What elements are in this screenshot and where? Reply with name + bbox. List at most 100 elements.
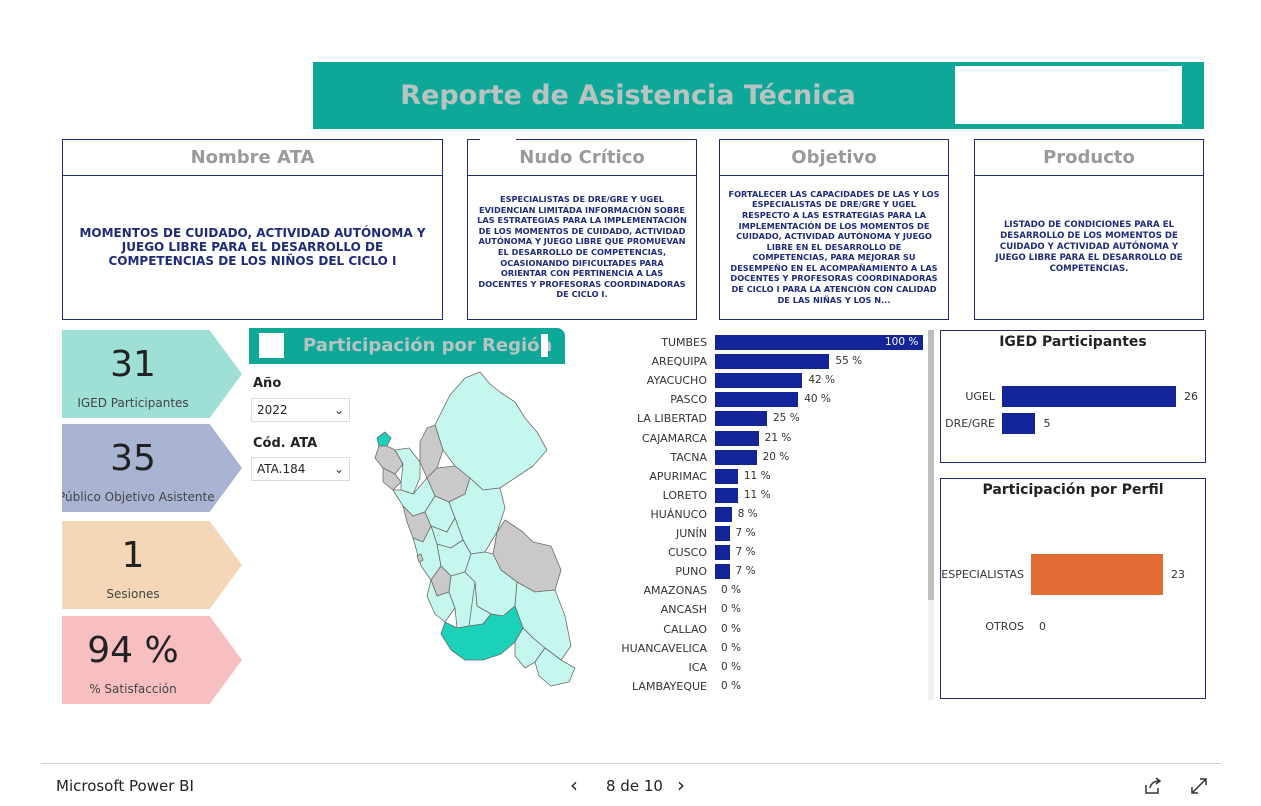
region-tacna[interactable]	[534, 647, 576, 687]
kpi-label: Sesiones	[106, 587, 160, 601]
region-bar-label: AYACUCHO	[646, 374, 707, 388]
year-filter-label: Año	[253, 376, 282, 391]
region-bar-row[interactable]: CALLAO 0 %	[600, 620, 930, 639]
kpi-satisfaccion: 94 % % Satisfacción	[62, 616, 242, 704]
region-bar[interactable]	[715, 487, 738, 503]
region-bar-value: 0 %	[721, 584, 741, 597]
region-bar-value: 11 %	[743, 469, 771, 482]
region-bar-label: TUMBES	[661, 336, 707, 349]
region-bar-row[interactable]: ANCASH 0 %	[600, 600, 930, 619]
region-bar-row[interactable]: TUMBES 100 %	[600, 333, 930, 352]
region-bar-label: TACNA	[670, 450, 707, 464]
page-title: Reporte de Asistencia Técnica	[400, 80, 856, 111]
ata-filter-label: Cód. ATA	[253, 436, 318, 451]
panel-title: IGED Participantes	[999, 334, 1147, 350]
region-bar[interactable]	[715, 373, 803, 389]
region-bar-row[interactable]: TACNA 20 %	[600, 448, 930, 467]
region-bar-value: 7 %	[735, 527, 756, 539]
bar-value: 23	[1171, 567, 1185, 581]
region-bar-row[interactable]: CAJAMARCA 21 %	[600, 429, 930, 448]
bar-label: DRE/GRE	[945, 416, 995, 430]
region-bar-label: HUÁNUCO	[650, 507, 707, 521]
region-bar-label: AMAZONAS	[643, 584, 707, 598]
region-bar-row[interactable]: LORETO 11 %	[600, 486, 930, 505]
region-bar-row[interactable]: HUANCAVELICA 0 %	[600, 639, 930, 658]
region-bar[interactable]	[715, 449, 757, 465]
region-bar[interactable]	[715, 506, 732, 522]
region-bar[interactable]	[715, 354, 830, 370]
region-bar-row[interactable]: LA LIBERTAD 25 %	[600, 409, 930, 428]
region-bar-chart: TUMBES 100 % AREQUIPA 55 % AYACUCHO 42 % PASCO…	[600, 333, 930, 698]
powerbi-brand-link[interactable]: Microsoft Power BI	[56, 777, 194, 795]
region-bar-value: 11 %	[743, 488, 771, 501]
region-bar-row[interactable]: AREQUIPA 55 %	[600, 352, 930, 371]
region-bar-row[interactable]: HUÁNUCO 8 %	[600, 505, 930, 524]
perfil-panel: Participación por Perfil ESPECIALISTAS 23…	[940, 478, 1206, 699]
region-bar[interactable]	[715, 564, 730, 580]
banner-logo-placeholder	[955, 66, 1182, 124]
bar[interactable]	[1002, 413, 1036, 434]
region-bar-value: 21 %	[764, 431, 792, 444]
card-title: Nudo Crítico	[468, 140, 696, 176]
region-bar-row[interactable]: PASCO 40 %	[600, 390, 930, 409]
region-bar[interactable]	[715, 392, 799, 408]
region-bar-row[interactable]: APURIMAC 11 %	[600, 467, 930, 486]
region-bar-row[interactable]: AYACUCHO 42 %	[600, 371, 930, 390]
region-bar-value: 42 %	[808, 374, 836, 387]
fullscreen-icon[interactable]	[1189, 776, 1209, 796]
kpi-value: 35	[110, 438, 156, 479]
region-bar-label: LORETO	[662, 488, 707, 502]
region-bar-row[interactable]: CUSCO 7 %	[600, 543, 930, 562]
region-bar[interactable]	[715, 526, 730, 541]
region-section-title: Participación por Región	[303, 335, 553, 356]
region-bar[interactable]	[715, 411, 767, 427]
page-indicator: 8 de 10	[606, 777, 663, 795]
region-bar-row[interactable]: AMAZONAS 0 %	[600, 581, 930, 600]
ata-filter-select[interactable]: ATA.184 ⌄	[251, 457, 350, 481]
region-bar-label: HUANCAVELICA	[621, 641, 707, 655]
share-icon[interactable]	[1143, 776, 1163, 796]
region-bar-label: JUNÍN	[676, 527, 707, 540]
region-bar-value: 25 %	[773, 412, 800, 425]
region-piura[interactable]	[374, 445, 404, 475]
card-notch	[480, 139, 516, 153]
bar[interactable]	[1002, 386, 1176, 407]
region-cajamarca[interactable]	[394, 447, 421, 495]
bar[interactable]	[1031, 554, 1163, 595]
kpi-label: IGED Participantes	[77, 396, 189, 410]
chevron-right-icon[interactable]: ›	[677, 773, 685, 797]
region-bar-row[interactable]: LAMBAYEQUE 0 %	[600, 677, 930, 696]
card-nombre-ata: Nombre ATA MOMENTOS DE CUIDADO, ACTIVIDA…	[62, 139, 443, 320]
region-bar[interactable]	[715, 545, 730, 561]
region-bar-label: CALLAO	[663, 622, 707, 636]
card-objetivo: Objetivo FORTALECER LAS CAPACIDADES DE L…	[719, 139, 949, 320]
card-title: Nombre ATA	[63, 140, 442, 176]
page-navigator: ‹ 8 de 10 ›	[570, 774, 695, 798]
region-bar[interactable]	[715, 335, 923, 350]
region-bar-row[interactable]: JUNÍN 7 %	[600, 524, 930, 543]
region-bar[interactable]	[715, 468, 738, 484]
region-ica[interactable]	[426, 579, 456, 623]
region-lambayeque[interactable]	[382, 467, 402, 491]
region-bar-value: 0 %	[721, 622, 741, 635]
region-bar-label: CUSCO	[667, 546, 707, 560]
region-bar[interactable]	[715, 430, 759, 446]
peru-map[interactable]	[365, 370, 595, 700]
region-bar-row[interactable]: ICA 0 %	[600, 658, 930, 677]
region-bar-value: 8 %	[737, 507, 758, 520]
scrollbar-thumb[interactable]	[928, 330, 934, 600]
region-bar-value: 7 %	[735, 546, 756, 559]
region-chart-scrollbar[interactable]	[928, 330, 934, 700]
region-bar-row[interactable]: PUNO 7 %	[600, 562, 930, 581]
region-callao[interactable]	[416, 553, 424, 563]
year-filter-select[interactable]: 2022 ⌄	[251, 398, 350, 422]
card-title: Objetivo	[720, 140, 948, 176]
region-bar-label: LAMBAYEQUE	[632, 679, 707, 693]
region-tumbes[interactable]	[376, 431, 392, 447]
bar-value: 26	[1184, 389, 1198, 403]
card-producto: Producto LISTADO DE CONDICIONES PARA EL …	[974, 139, 1204, 320]
header-square-decoration	[259, 333, 284, 358]
region-bar-value: 55 %	[835, 355, 863, 368]
chevron-left-icon[interactable]: ‹	[570, 773, 578, 797]
region-bar-label: AREQUIPA	[651, 355, 707, 369]
